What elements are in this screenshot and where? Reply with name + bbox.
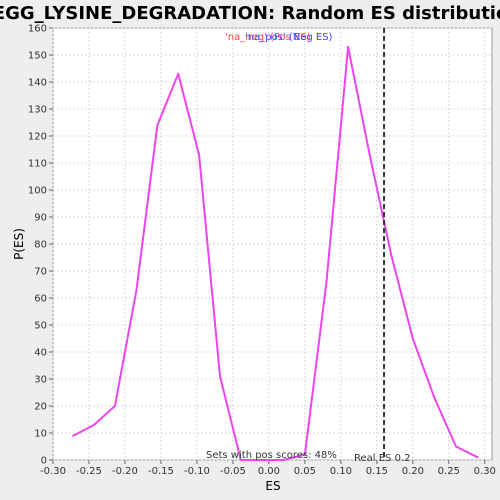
y-tick-label: 50: [34, 321, 47, 332]
data-point: [455, 445, 458, 448]
x-tick-label: -0.15: [148, 466, 174, 477]
data-point: [156, 124, 159, 127]
y-tick-label: 70: [34, 267, 47, 278]
data-point: [433, 396, 436, 399]
x-tick-label: 0.20: [402, 466, 424, 477]
x-tick-label: 0.15: [366, 466, 388, 477]
data-point: [368, 153, 371, 156]
data-point: [390, 253, 393, 256]
y-tick-label: 40: [34, 348, 47, 359]
y-tick-label: 30: [34, 375, 47, 386]
data-point: [113, 405, 116, 407]
data-point: [198, 153, 201, 156]
x-axis-label: ES: [265, 479, 280, 493]
x-tick-label: 0.05: [294, 466, 316, 477]
y-tick-label: 130: [28, 105, 47, 116]
data-point: [239, 459, 242, 461]
data-point: [325, 280, 328, 283]
x-tick-label: 0.10: [330, 466, 352, 477]
series-line: [72, 45, 479, 461]
real-es-label: Real ES 0.2: [354, 453, 410, 464]
y-axis-label: P(ES): [12, 228, 26, 260]
y-tick-label: 100: [28, 186, 47, 197]
data-point: [218, 375, 221, 378]
data-point: [411, 337, 414, 340]
x-tick-label: 0.00: [258, 466, 280, 477]
data-point: [347, 45, 350, 48]
x-tick-label: 0.30: [474, 466, 496, 477]
y-tick-label: 120: [28, 132, 47, 143]
chart-title: KEGG_LYSINE_DEGRADATION: Random ES distr…: [0, 3, 500, 24]
y-tick-label: 60: [34, 294, 47, 305]
data-point: [72, 434, 75, 437]
pos-scores-note: Sets with pos scores: 48%: [206, 450, 337, 461]
y-tick-label: 20: [34, 402, 47, 413]
data-point: [282, 459, 285, 461]
y-tick-label: 110: [28, 159, 47, 170]
data-point: [303, 453, 306, 456]
x-tick-label: -0.10: [184, 466, 210, 477]
x-tick-label: -0.05: [220, 466, 246, 477]
y-tick-label: 0: [41, 456, 47, 467]
legend-entry-pos: 'na_neg' (Pos ES): [225, 32, 311, 43]
grid: [52, 27, 492, 461]
y-tick-label: 150: [28, 51, 47, 62]
x-tick-label: -0.30: [40, 466, 66, 477]
y-tick-label: 140: [28, 78, 47, 89]
x-tick-label: 0.25: [438, 466, 460, 477]
x-tick-label: -0.20: [112, 466, 138, 477]
data-point: [476, 456, 479, 459]
y-tick-label: 90: [34, 213, 47, 224]
data-point: [135, 288, 138, 291]
y-tick-label: 10: [34, 429, 47, 440]
data-point: [260, 459, 263, 461]
axes: -0.30 -0.25 -0.20 -0.15 -0.10 -0.05 0.00 0.05 0.…: [28, 24, 496, 478]
x-tick-label: -0.25: [76, 466, 102, 477]
y-tick-label: 160: [28, 24, 47, 35]
data-point: [177, 72, 180, 75]
data-point: [93, 423, 96, 426]
y-tick-label: 80: [34, 240, 47, 251]
series-layer: [72, 45, 479, 461]
legend-entry-neg: 'na_pos' (Neg ES): [245, 32, 333, 43]
